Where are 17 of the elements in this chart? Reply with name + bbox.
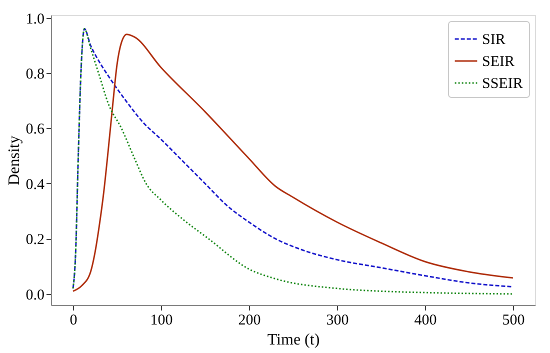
- legend-label: SSEIR: [482, 76, 523, 92]
- x-tick-label: 500: [502, 312, 525, 328]
- y-tick-label: 1.0: [26, 11, 44, 28]
- y-axis-title: Density: [6, 136, 23, 186]
- x-axis-title: Time (t): [267, 332, 320, 348]
- legend-label: SEIR: [482, 54, 515, 70]
- y-tick-label: 0.0: [26, 287, 44, 304]
- x-tick-label: 100: [150, 312, 173, 328]
- y-tick-label: 0.4: [26, 176, 45, 193]
- x-tick-label: 400: [414, 312, 437, 328]
- x-tick-label: 200: [238, 312, 261, 328]
- y-tick-label: 0.6: [26, 122, 45, 138]
- y-tick-label: 0.2: [26, 232, 44, 248]
- y-tick-label: 0.8: [26, 66, 44, 82]
- legend-label: SIR: [482, 32, 506, 48]
- x-tick-label: 0: [70, 312, 78, 328]
- x-tick-label: 300: [326, 312, 349, 328]
